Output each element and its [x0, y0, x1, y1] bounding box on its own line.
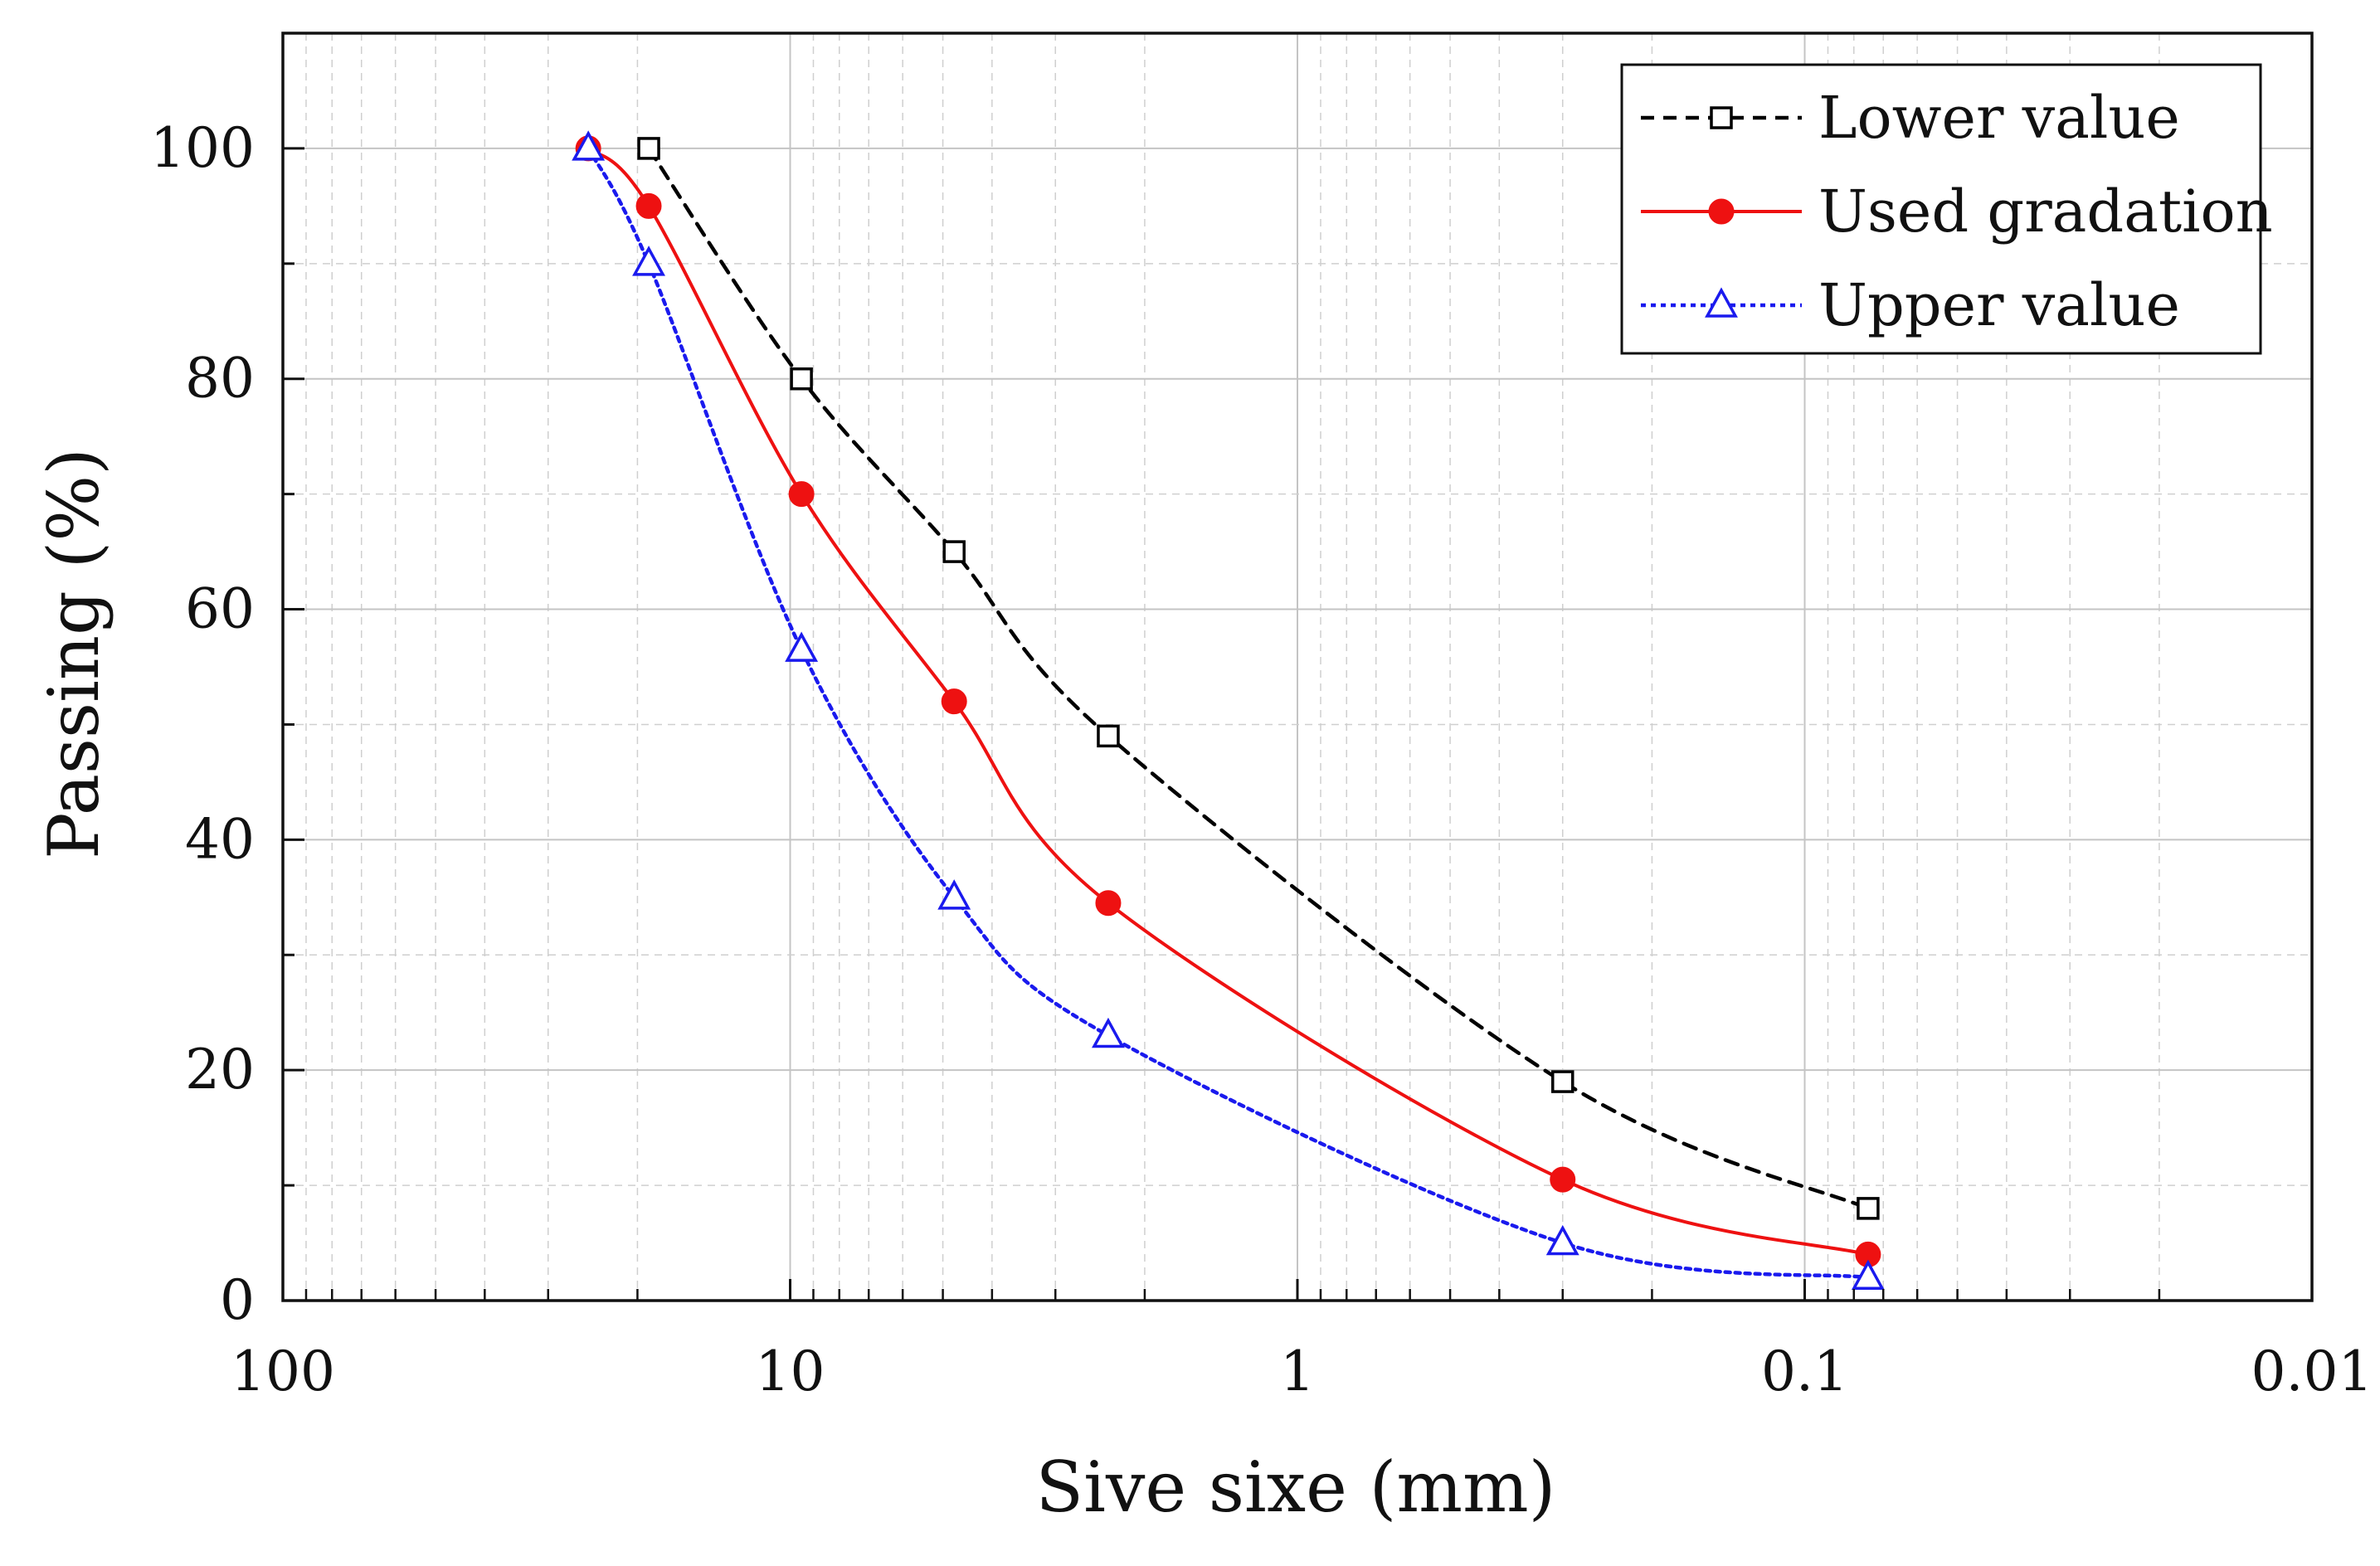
y-axis-title: Passing (%): [33, 448, 114, 859]
data-point-upper-value: [632, 246, 665, 276]
data-point-upper-value: [785, 631, 819, 662]
y-tick-labels: 0 20 40 60 80 100: [150, 116, 255, 1332]
data-point-upper-value: [1092, 1017, 1125, 1048]
x-tick-label: 1: [1280, 1340, 1315, 1403]
x-axis-title: Sive sixe (mm): [1036, 1447, 1556, 1528]
data-point-upper-value: [1851, 1259, 1885, 1290]
y-tick-label: 0: [220, 1268, 255, 1332]
data-point-used-gradation: [1550, 1166, 1576, 1193]
x-tick-label: 100: [231, 1340, 335, 1403]
y-tick-label: 80: [185, 347, 255, 411]
legend-label: Used gradation: [1818, 178, 2273, 246]
legend-item-upper-value: Upper value: [1641, 271, 2180, 339]
x-tick-label: 0.01: [2251, 1340, 2373, 1403]
legend: Lower value Used gradation Upper value: [1620, 63, 2273, 355]
legend-marker: [1710, 106, 1733, 129]
data-point-lower-value: [1097, 724, 1120, 748]
x-tick-label: 0.1: [1761, 1340, 1848, 1403]
data-point-upper-value: [1545, 1224, 1579, 1256]
data-point-lower-value: [942, 540, 966, 563]
legend-item-used-gradation: Used gradation: [1641, 178, 2273, 246]
data-point-used-gradation: [788, 481, 815, 508]
series-layer: [572, 130, 1885, 1290]
x-tick-labels: 100 10 1 0.1 0.01: [231, 1340, 2373, 1403]
y-tick-label: 100: [150, 116, 255, 180]
data-point-used-gradation: [941, 688, 967, 715]
y-tick-label: 60: [185, 577, 255, 641]
legend-item-lower-value: Lower value: [1641, 84, 2180, 152]
data-point-lower-value: [637, 137, 660, 160]
series-line-lower-value: [646, 146, 1871, 1211]
x-tick-label: 10: [756, 1340, 825, 1403]
y-tick-label: 40: [185, 807, 255, 871]
data-point-upper-value: [937, 879, 971, 910]
data-point-lower-value: [1857, 1197, 1880, 1220]
data-point-lower-value: [1550, 1070, 1574, 1093]
data-point-upper-value: [572, 130, 606, 161]
legend-marker: [1705, 287, 1738, 318]
data-point-used-gradation: [1095, 890, 1122, 917]
y-tick-label: 20: [185, 1038, 255, 1102]
legend-marker: [1708, 198, 1735, 225]
legend-label: Lower value: [1818, 84, 2180, 152]
legend-label: Upper value: [1818, 271, 2180, 339]
axis-ticks: [281, 32, 2314, 1302]
series-upper-value: [572, 130, 1885, 1290]
data-point-used-gradation: [635, 192, 662, 219]
data-point-lower-value: [790, 367, 813, 391]
series-lower-value: [637, 137, 1880, 1220]
